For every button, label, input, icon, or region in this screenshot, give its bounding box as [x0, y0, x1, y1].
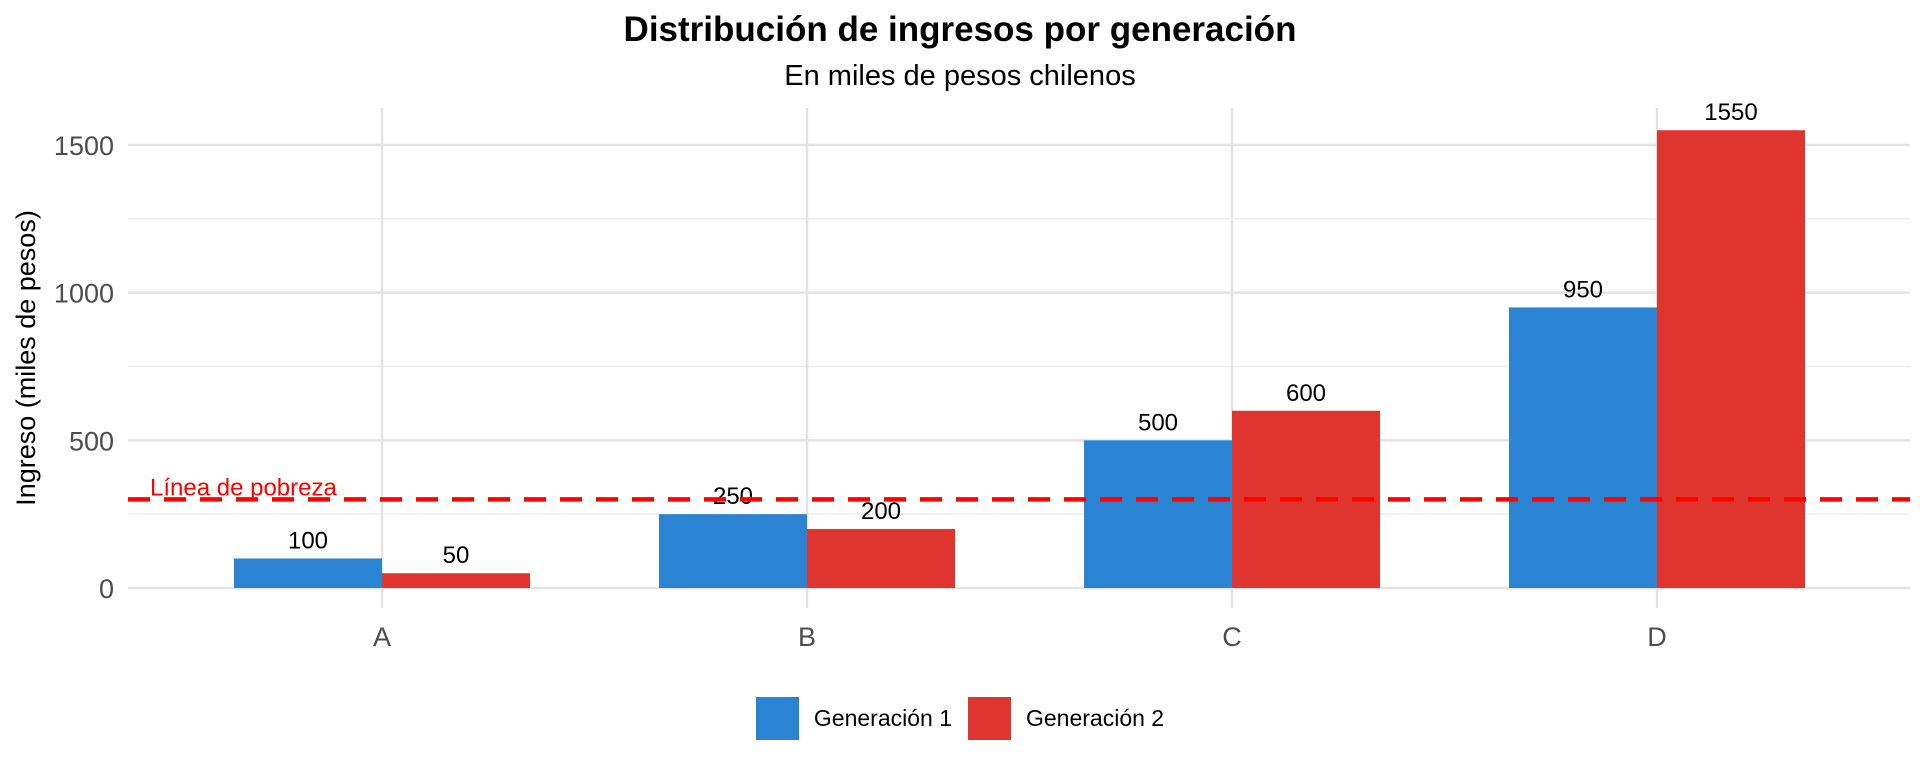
- data-label: 600: [1286, 380, 1326, 407]
- data-label: 950: [1563, 276, 1603, 303]
- bar-1-c: [1084, 440, 1232, 588]
- data-label: 50: [443, 542, 470, 569]
- y-tick-label: 500: [69, 426, 114, 456]
- y-axis-label: Ingreso (miles de pesos): [11, 210, 41, 506]
- bars-layer: [234, 130, 1805, 588]
- reference-line-layer: Línea de pobreza: [128, 474, 1910, 502]
- labels-layer: 100 50 250 200 500 600 950 1550: [288, 99, 1758, 569]
- y-tick-label: 1500: [54, 131, 114, 161]
- y-tick-label: 1000: [54, 279, 114, 309]
- x-tick-label: C: [1222, 622, 1242, 652]
- bar-1-b: [659, 514, 807, 588]
- bar-2-a: [382, 573, 530, 588]
- y-tick-label: 0: [99, 574, 114, 604]
- legend-swatch: [755, 697, 799, 740]
- data-label: 100: [288, 527, 328, 554]
- legend: Generación 1 Generación 2: [0, 697, 1920, 740]
- bar-1-d: [1509, 307, 1657, 588]
- x-tick-label: A: [373, 622, 391, 652]
- bar-2-d: [1657, 130, 1805, 588]
- poverty-line-label: Línea de pobreza: [150, 474, 337, 501]
- legend-label: Generación 1: [813, 705, 952, 731]
- chart-subtitle: En miles de pesos chilenos: [784, 60, 1136, 92]
- legend-item-1: Generación 1: [755, 697, 952, 740]
- legend-label: Generación 2: [1026, 705, 1165, 731]
- axes-layer: 0 500 1000 1500 A B C D Ingreso (miles de pesos): [11, 131, 1667, 652]
- bar-2-b: [807, 528, 955, 588]
- data-label: 250: [713, 483, 753, 510]
- chart-title: Distribución de ingresos por generación: [623, 10, 1297, 49]
- x-tick-label: B: [798, 622, 816, 652]
- data-label: 200: [861, 498, 901, 525]
- bar-1-a: [234, 558, 382, 588]
- legend-item-2: Generación 2: [968, 697, 1164, 740]
- data-label: 500: [1138, 409, 1178, 436]
- legend-swatch: [968, 697, 1011, 740]
- data-label: 1550: [1704, 99, 1757, 126]
- x-tick-label: D: [1647, 622, 1667, 652]
